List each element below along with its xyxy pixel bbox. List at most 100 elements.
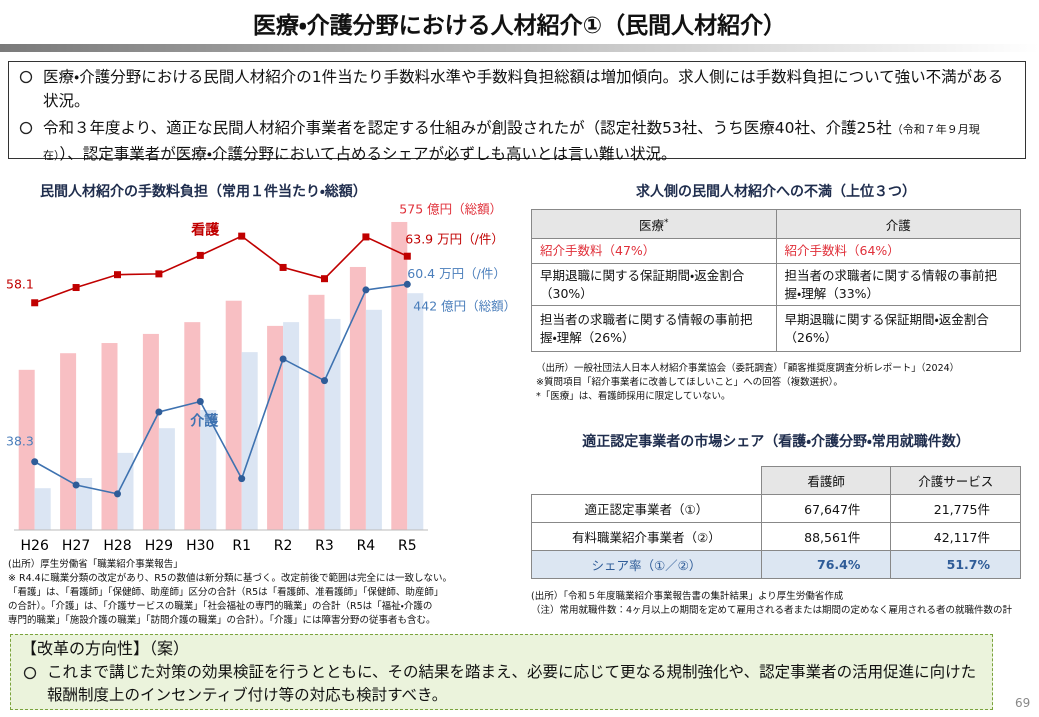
- reform-title: 【改革の方向性】（案）: [21, 639, 190, 658]
- summary-text: ）、認定事業者が医療・介護分野において占めるシェアが必ずしも高いとは言い難い状況…: [59, 145, 677, 163]
- bar: [76, 478, 93, 530]
- marker: [362, 286, 370, 294]
- table-row: 適正認定事業者（①） 67,647件 21,775件: [531, 494, 1021, 523]
- marker: [403, 252, 411, 260]
- share-table: 看護師 介護サービス 適正認定事業者（①） 67,647件 21,775件 有料職業紹介事…: [531, 466, 1021, 579]
- line: [34, 283, 408, 495]
- header-cell: 医療*: [531, 209, 777, 239]
- header-text: 介護: [885, 217, 911, 233]
- data-label: 38.3: [6, 433, 34, 448]
- chart-title: 民間人材紹介の手数料負担（常用１件当たり・総額）: [40, 184, 367, 200]
- summary-item: 令和３年度より、適正な民間人材紹介事業者を認定する仕組みが創設されたが（認定社数…: [17, 116, 1015, 168]
- marker: [321, 275, 328, 283]
- table-cell: 67,647件: [760, 494, 892, 523]
- line: [34, 235, 408, 304]
- table-cell: 21,775件: [890, 494, 1021, 523]
- note-line: 専門的職業」「施設介護の職業」「訪問介護の職業」の合計）。「介護」には障害分野の…: [8, 615, 436, 626]
- note-line: ※質問項目「紹介事業者に改善してほしいこと」への回答（複数選択）。: [536, 377, 843, 388]
- header-row: 医療* 介護: [531, 209, 1021, 239]
- marker: [31, 299, 39, 307]
- table-row: 早期退職に関する保証期間・返金割合（30%） 担当者の求職者に関する情報の事前把握…: [531, 263, 1021, 306]
- table-row: 担当者の求職者に関する情報の事前把握・理解（26%） 早期退職に関する保証期間・返…: [531, 305, 1021, 352]
- summary-item: 医療・介護分野における民間人材紹介の1件当たり手数料水準や手数料負担総額は増加傾…: [17, 65, 1015, 113]
- note-line: *「医療」は、看護師採用に限定していない。: [536, 391, 731, 402]
- bar: [407, 293, 424, 530]
- table-cell: 76.4%: [760, 550, 892, 579]
- x-tick-label: R3: [315, 538, 334, 554]
- x-tick-label: H29: [145, 538, 173, 554]
- bar: [158, 428, 175, 530]
- note-line: （注）常用就職件数：4ヶ月以上の期間を定めて雇用される者または期間の定めなく雇用…: [531, 605, 1013, 616]
- marker: [31, 458, 39, 466]
- bullet-circle: [19, 70, 33, 84]
- bar: [365, 309, 382, 530]
- x-tick-label: H27: [62, 538, 90, 554]
- reform-text: これまで講じた対策の効果検証を行うとともに、その結果を踏まえ、必要に応じて更なる…: [21, 661, 982, 707]
- marker: [196, 251, 204, 259]
- header-mark: *: [664, 217, 669, 228]
- bar: [117, 452, 134, 530]
- page-title: 医療・介護分野における人材紹介①（民間人材紹介）: [252, 13, 787, 39]
- marker: [155, 270, 163, 278]
- data-label: 442 億円（総額）: [413, 299, 516, 314]
- table-cell: シェア率（①／②）: [531, 550, 762, 579]
- bar: [34, 488, 51, 530]
- table-cell: 51.7%: [890, 550, 1021, 579]
- complaints-table: 医療* 介護 紹介手数料（47%） 紹介手数料（64%） 早期退職に関する保証期間・返金…: [531, 209, 1021, 352]
- table-cell: 早期退職に関する保証期間・返金割合（26%）: [775, 305, 1021, 352]
- header-cell: 看護師: [760, 466, 892, 495]
- marker: [238, 475, 246, 483]
- x-tick-label: H30: [186, 538, 214, 554]
- x-tick-label: R4: [357, 538, 376, 554]
- note-line: の合計）。「介護」は、「介護サービスの職業」「社会福祉の専門的職業」の合計（R5…: [8, 601, 433, 612]
- bullet-circle: [19, 121, 33, 135]
- bar: [225, 300, 242, 530]
- reform-body: これまで講じた対策の効果検証を行うとともに、その結果を踏まえ、必要に応じて更なる…: [47, 663, 977, 704]
- bar: [101, 343, 118, 530]
- table-cell: 担当者の求職者に関する情報の事前把握・理解（26%）: [531, 305, 777, 352]
- table-row: シェア率（①／②） 76.4% 51.7%: [531, 550, 1021, 579]
- bar: [200, 410, 217, 530]
- x-tick-label: H26: [21, 538, 49, 554]
- table-cell: 担当者の求職者に関する情報の事前把握・理解（33%）: [775, 263, 1021, 306]
- table-cell: 42,117件: [890, 522, 1021, 551]
- bullet: [19, 70, 33, 84]
- data-label: 60.4 万円（/件）: [407, 266, 506, 281]
- table-cell: 紹介手数料（64%）: [775, 238, 1021, 264]
- table-notes: （出所）一般社団法人日本人材紹介事業協会（委託調査）「顧客推奨度調査分析レポート…: [536, 362, 959, 404]
- chart-notes: (出所）厚生労働省「職業紹介事業報告」 ※ R4.4に職業分類の改定があり、R5の…: [8, 558, 452, 628]
- marker: [279, 263, 287, 271]
- x-tick-label: R1: [232, 538, 251, 554]
- bullet: [19, 121, 33, 135]
- marker: [196, 398, 204, 406]
- note-line: (出所）「令和５年度職業紹介事業報告書の集計結果」より厚生労働省作成: [531, 591, 844, 602]
- summary-box: 医療・介護分野における民間人材紹介の1件当たり手数料水準や手数料負担総額は増加傾…: [8, 61, 1026, 163]
- marker: [72, 284, 80, 292]
- title-rule: [0, 44, 1039, 52]
- bar: [308, 294, 325, 530]
- table-cell: 有料職業紹介事業者（②）: [531, 522, 762, 551]
- table-cell: 88,561件: [760, 522, 892, 551]
- header-text: 医療: [638, 217, 664, 233]
- table-cell: 適正認定事業者（①）: [531, 494, 762, 523]
- reform-box: 【改革の方向性】（案） これまで講じた対策の効果検証を行うとともに、その結果を踏…: [10, 634, 993, 710]
- bar: [60, 353, 77, 530]
- header-cell: 介護サービス: [890, 466, 1021, 495]
- data-label: 63.9 万円（/件）: [405, 232, 504, 247]
- note-line: （出所）一般社団法人日本人材紹介事業協会（委託調査）「顧客推奨度調査分析レポート…: [536, 363, 960, 374]
- x-tick-label: R2: [274, 538, 293, 554]
- marker: [114, 490, 121, 498]
- summary-text: （令和７年９月現在）: [43, 123, 980, 162]
- table-cell: 早期退職に関する保証期間・返金割合（30%）: [531, 263, 777, 306]
- page-number: 69: [1015, 696, 1031, 710]
- table-title: 適正認定事業者の市場シェア（看護・介護分野・常用就職件数）: [582, 434, 970, 450]
- marker: [238, 232, 246, 240]
- series-label: 介護: [190, 413, 219, 430]
- marker: [114, 271, 121, 279]
- data-label: 58.1: [6, 276, 34, 291]
- table-cell: 紹介手数料（47%）: [531, 238, 777, 264]
- bar: [391, 221, 408, 530]
- bar: [267, 325, 284, 530]
